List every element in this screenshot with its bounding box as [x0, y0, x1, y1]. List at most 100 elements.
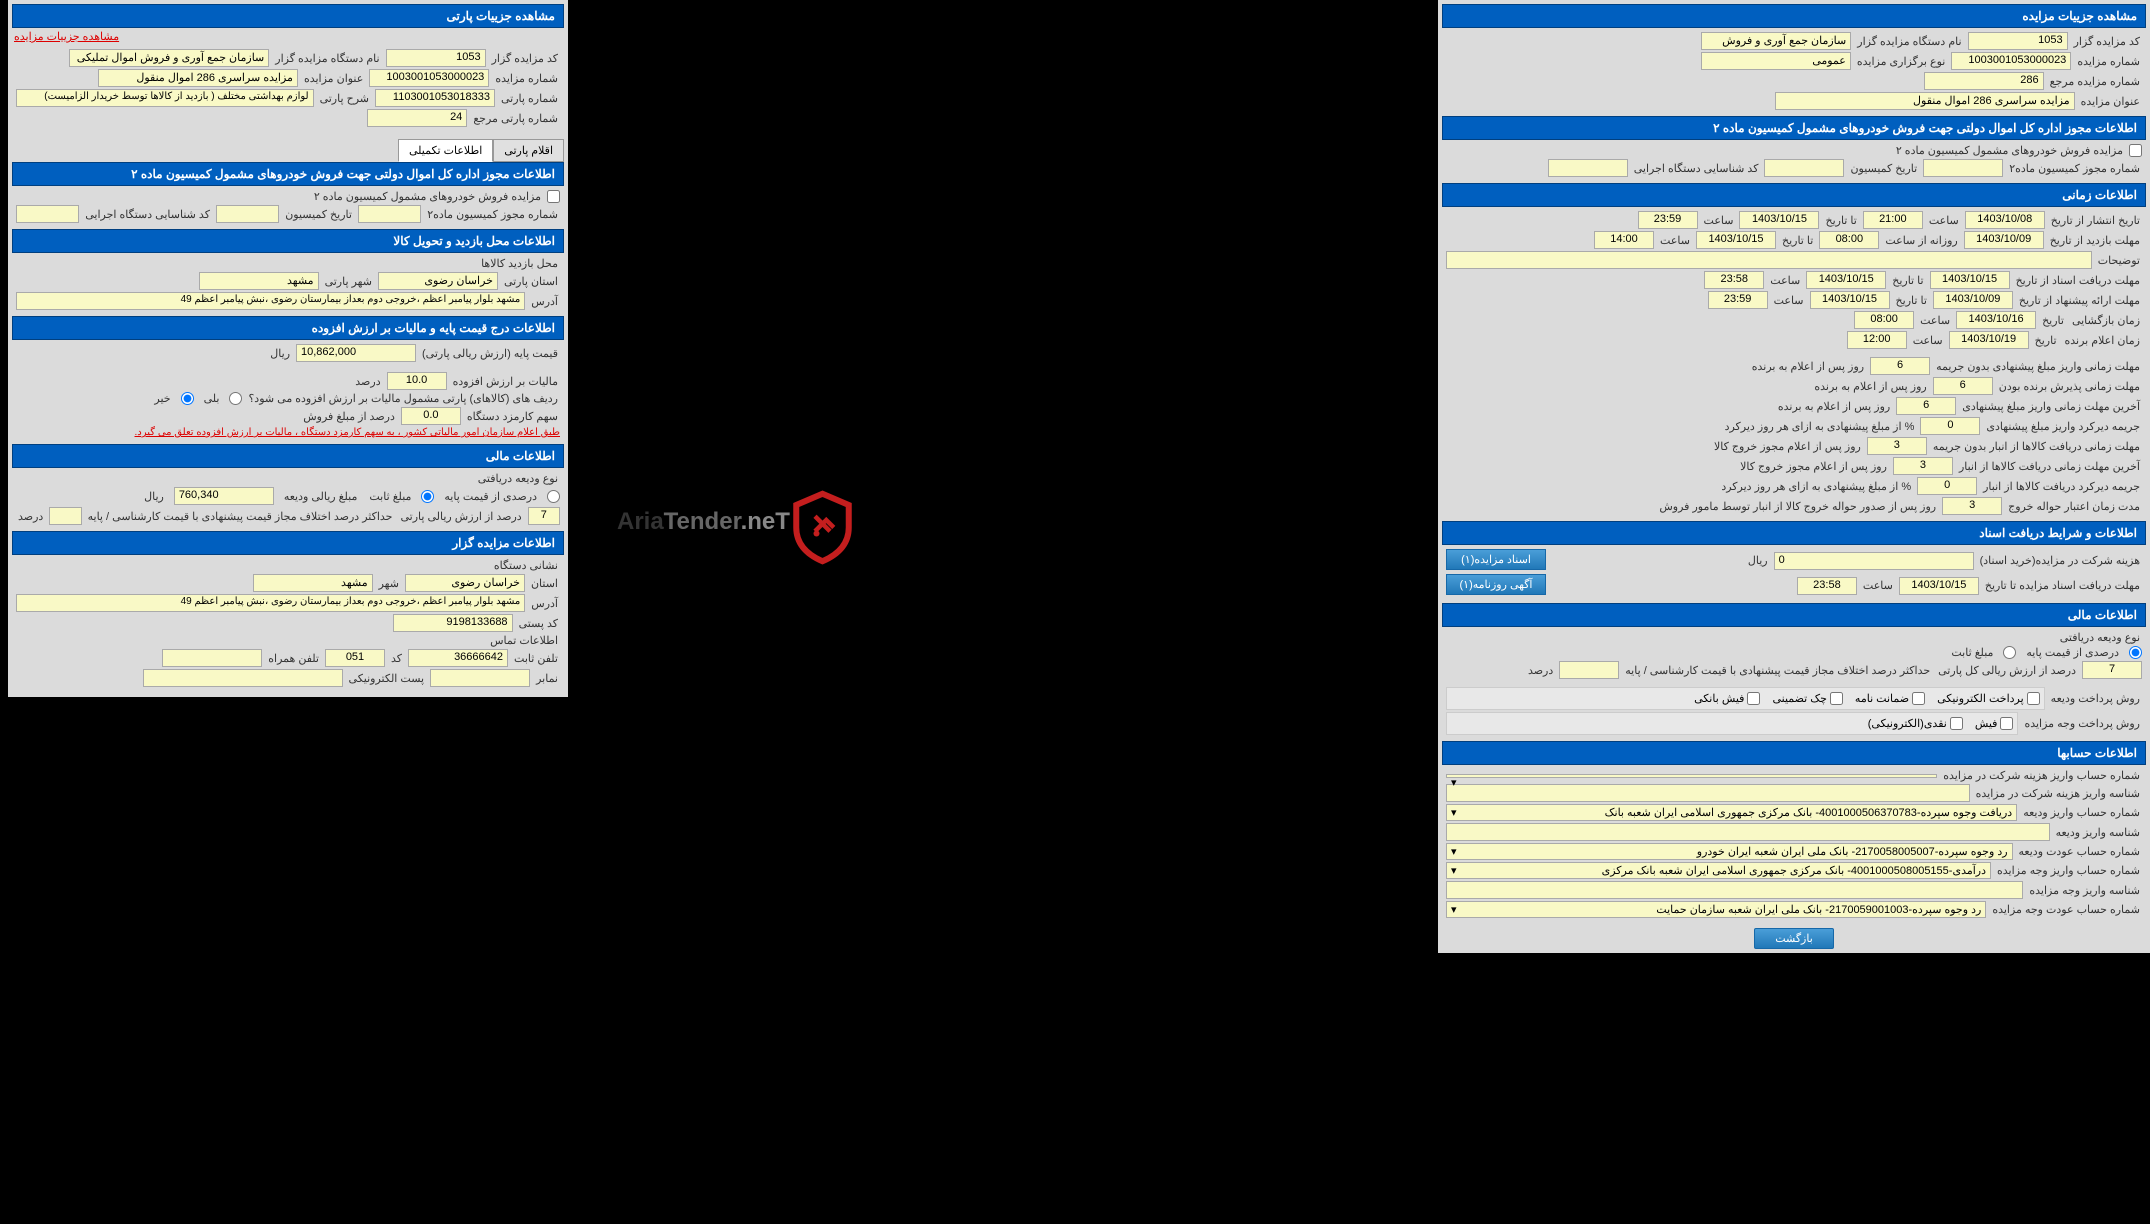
label-date-1: تاریخ [2040, 314, 2066, 327]
select-acc6[interactable]: درآمدی-4001000508005155- بانک مرکزی جمهو… [1446, 862, 1991, 879]
tab-additional-info[interactable]: اطلاعات تکمیلی [398, 139, 493, 162]
field-comm-date [1764, 159, 1844, 177]
label-fixed: مبلغ ثابت [1949, 646, 1995, 659]
cb-sale[interactable] [2129, 144, 2142, 157]
radio-fixed[interactable] [2003, 646, 2016, 659]
label-l-title: عنوان مزایده [302, 72, 365, 85]
label-title: عنوان مزایده [2079, 95, 2142, 108]
select-acc3[interactable]: دریافت وجوه سپرده-4001000506370783- بانک… [1446, 804, 2017, 821]
field-exec [1548, 159, 1628, 177]
label-last-deposit: آخرین مهلت زمانی واریز مبلغ پیشنهادی [1960, 400, 2142, 413]
header-l-organizer: اطلاعات مزایده گزار [12, 531, 564, 555]
label-epay: پرداخت الکترونیکی [1937, 692, 2024, 705]
field-diff [1559, 661, 1619, 679]
field-accept: 6 [1933, 377, 1993, 395]
btn-back[interactable]: بازگشت [1754, 928, 1834, 949]
label-visit-loc: محل بازدید کالاها [479, 257, 560, 270]
field-deposit: 6 [1870, 357, 1930, 375]
tabs: اقلام پارتی اطلاعات تکمیلی [12, 139, 564, 162]
field-doc-time: 23:58 [1704, 271, 1764, 289]
field-fee: 0 [1774, 552, 1974, 570]
select-acc8[interactable]: رد وجوه سپرده-2170059001003- بانک ملی ای… [1446, 901, 1986, 918]
select-acc1[interactable] [1446, 774, 1937, 778]
field-base-price: 10,862,000 [296, 344, 416, 362]
label-to-3: تا تاریخ [1890, 274, 1925, 287]
label-guarantee: ضمانت نامه [1855, 692, 1909, 705]
field-l-fee: 0.0 [401, 407, 461, 425]
label-cheque: چک تضمینی [1772, 692, 1826, 705]
cb-l-sale[interactable] [547, 190, 560, 203]
btn-newspaper[interactable]: آگهی روزنامه(۱) [1446, 574, 1546, 595]
tab-party-items[interactable]: اقلام پارتی [493, 139, 564, 162]
label-contact: اطلاعات تماس [488, 634, 560, 647]
label-acc2: شناسه واریز هزینه شرکت در مزایده [1974, 787, 2142, 800]
label-org-addr: نشانی دستگاه [492, 559, 560, 572]
field-fax [430, 669, 530, 687]
label-org: نام دستگاه مزایده گزار [1855, 35, 1963, 48]
cb-epay[interactable] [2027, 692, 2040, 705]
label-offer: مهلت ارائه پیشنهاد از تاریخ [2017, 294, 2142, 307]
label-yes: بلی [202, 392, 222, 405]
header-accounts: اطلاعات حسابها [1442, 741, 2146, 765]
label-days-after-3: روز پس از اعلام به برنده [1776, 400, 1892, 413]
label-announce: زمان اعلام برنده [2063, 334, 2142, 347]
field-vat: 10.0 [387, 372, 447, 390]
field-type: عمومی [1701, 52, 1851, 70]
radio-yes[interactable] [229, 392, 242, 405]
field-city: مشهد [199, 272, 319, 290]
field-to-date1: 1403/10/15 [1739, 211, 1819, 229]
label-l-party-num: شماره پارتی [499, 92, 560, 105]
label-acc4: شناسه واریز ودیعه [2054, 826, 2142, 839]
label-l-max-diff: حداکثر درصد اختلاف مجاز قیمت پیشنهادی با… [86, 510, 395, 523]
field-offer-from: 1403/10/09 [1933, 291, 2013, 309]
field-l-party-num: 1103001053018333 [375, 89, 495, 107]
left-panel: مشاهده جزییات پارتی مشاهده جزییات مزایده… [8, 0, 568, 697]
radio-l-pct-base[interactable] [547, 490, 560, 503]
label-diff-pct: درصد [1526, 664, 1555, 677]
label-fish: فیش [1975, 717, 1998, 730]
header-l-price: اطلاعات درج قیمت پایه و مالیات بر ارزش ا… [12, 316, 564, 340]
label-time-1: ساعت [1927, 214, 1961, 227]
header-l-location: اطلاعات محل بازدید و تحویل کالا [12, 229, 564, 253]
label-to-4: تا تاریخ [1894, 294, 1929, 307]
label-org-addr2: آدرس [529, 597, 560, 610]
label-l-exec: کد شناسایی دستگاه اجرایی [83, 208, 212, 221]
header-l-permit: اطلاعات مجوز اداره کل اموال دولتی جهت فر… [12, 162, 564, 186]
label-desc: توضیحات [2096, 254, 2142, 267]
field-announce-date: 1403/10/19 [1949, 331, 2029, 349]
field-to-time1: 23:59 [1638, 211, 1698, 229]
field-pct: 7 [2082, 661, 2142, 679]
select-acc5[interactable]: رد وجوه سپرده-2170058005007- بانک ملی ای… [1446, 843, 2013, 860]
label-deposit-deadline: مهلت زمانی واریز مبلغ پیشنهادی بدون جریم… [1934, 360, 2142, 373]
field-l-exec [16, 205, 79, 223]
label-penalty: جریمه دیرکرد واریز مبلغ پیشنهادی [1984, 420, 2142, 433]
label-time-4: ساعت [1768, 274, 1802, 287]
cb-cheque[interactable] [1830, 692, 1843, 705]
label-code: کد مزایده گزار [2072, 35, 2142, 48]
label-deposit-method: روش پرداخت ودیعه [2049, 692, 2142, 705]
label-l-pct-desc: درصد از ارزش ریالی پارتی [398, 510, 523, 523]
radio-pct-base[interactable] [2129, 646, 2142, 659]
radio-l-fixed[interactable] [421, 490, 434, 503]
field-l-diff [49, 507, 81, 525]
link-view-auction[interactable]: مشاهده جزییات مزایده [14, 31, 119, 43]
cb-bank[interactable] [1747, 692, 1760, 705]
field-code: 1053 [1968, 32, 2068, 50]
field-acc2 [1446, 784, 1970, 802]
label-phone: تلفن ثابت [512, 652, 560, 665]
field-phone: 36666642 [408, 649, 508, 667]
label-l-rial: ریال [268, 347, 292, 360]
label-acc1: شماره حساب واریز هزینه شرکت در مزایده [1941, 769, 2142, 782]
label-to-1: تا تاریخ [1823, 214, 1858, 227]
label-l-fixed: مبلغ ثابت [367, 490, 413, 503]
label-ref: شماره مزایده مرجع [2048, 75, 2142, 88]
cb-guarantee[interactable] [1912, 692, 1925, 705]
btn-docs[interactable]: اسناد مزایده(۱) [1446, 549, 1546, 570]
label-type: نوع برگزاری مزایده [1855, 55, 1947, 68]
label-l-code: کد مزایده گزار [490, 52, 560, 65]
field-offer-time: 23:59 [1708, 291, 1768, 309]
cb-cash[interactable] [1950, 717, 1963, 730]
cb-fish[interactable] [2000, 717, 2013, 730]
header-doc-cond: اطلاعات و شرایط دریافت اسناد [1442, 521, 2146, 545]
radio-no[interactable] [181, 392, 194, 405]
